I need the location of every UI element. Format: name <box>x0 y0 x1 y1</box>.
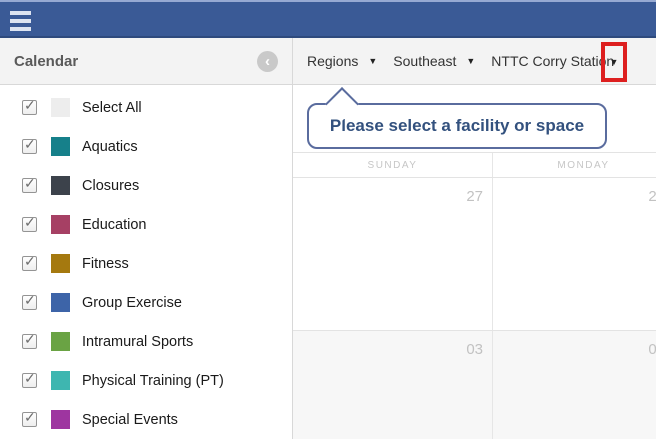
category-color-swatch <box>51 254 70 273</box>
dropdown-label: Southeast <box>393 53 457 69</box>
checkbox[interactable]: ✓ <box>22 409 37 427</box>
category-label: Fitness <box>82 255 129 272</box>
tooltip-text: Please select a facility or space <box>329 116 585 135</box>
hamburger-menu-icon[interactable] <box>10 11 31 31</box>
calendar-day-cell[interactable]: 28 <box>648 188 656 205</box>
category-label: Intramural Sports <box>82 333 194 350</box>
checkbox-checked-icon: ✓ <box>24 331 36 347</box>
checkbox[interactable]: ✓ <box>22 175 37 193</box>
category-item-special-events[interactable]: ✓ Special Events <box>0 400 292 439</box>
caret-down-icon: ▼ <box>368 55 378 66</box>
caret-down-icon[interactable]: ▼ <box>609 56 619 67</box>
header-strip: Calendar ‹ Regions ▼ Southeast ▼ NTTC Co… <box>0 38 656 85</box>
toolbar: Regions ▼ Southeast ▼ NTTC Corry Station <box>292 38 656 84</box>
checkbox[interactable]: ✓ <box>22 136 37 154</box>
regions-dropdown[interactable]: Regions ▼ <box>307 53 377 69</box>
calendar-week-row: 27 28 <box>293 178 656 331</box>
menu-bar <box>10 11 31 15</box>
calendar-day-cell[interactable]: 27 <box>293 178 493 330</box>
category-label: Closures <box>82 177 140 194</box>
category-label: Special Events <box>82 411 178 428</box>
category-label: Physical Training (PT) <box>82 372 224 389</box>
checkbox-checked-icon: ✓ <box>24 214 36 230</box>
checkbox[interactable]: ✓ <box>22 292 37 310</box>
annotation-highlight-box: ▼ <box>601 42 627 82</box>
checkbox[interactable]: ✓ <box>22 331 37 349</box>
checkbox-checked-icon: ✓ <box>24 370 36 386</box>
category-item-closures[interactable]: ✓ Closures <box>0 166 292 205</box>
category-color-swatch <box>51 98 70 117</box>
category-item-fitness[interactable]: ✓ Fitness <box>0 244 292 283</box>
caret-down-icon: ▼ <box>466 55 476 66</box>
category-color-swatch <box>51 215 70 234</box>
category-item-select-all[interactable]: ✓ Select All <box>0 88 292 127</box>
sidebar-collapse-button[interactable]: ‹ <box>257 51 278 72</box>
checkbox-checked-icon: ✓ <box>24 409 36 425</box>
category-color-swatch <box>51 137 70 156</box>
top-navigation-bar <box>0 0 656 38</box>
category-label: Education <box>82 216 147 233</box>
category-item-education[interactable]: ✓ Education <box>0 205 292 244</box>
checkbox[interactable]: ✓ <box>22 214 37 232</box>
category-color-swatch <box>51 293 70 312</box>
menu-bar <box>10 19 31 23</box>
checkbox-checked-icon: ✓ <box>24 136 36 152</box>
category-color-swatch <box>51 371 70 390</box>
category-color-swatch <box>51 332 70 351</box>
sidebar-title: Calendar <box>14 52 79 70</box>
facility-select-tooltip: Please select a facility or space <box>307 87 607 149</box>
checkbox[interactable]: ✓ <box>22 253 37 271</box>
day-header-sunday: SUNDAY <box>293 153 493 177</box>
category-item-aquatics[interactable]: ✓ Aquatics <box>0 127 292 166</box>
calendar-week-row: 03 04 <box>293 331 656 439</box>
sidebar-header: Calendar <box>0 38 292 84</box>
dropdown-label: NTTC Corry Station <box>491 53 615 69</box>
calendar-category-list: ✓ Select All ✓ Aquatics ✓ Closures ✓ Edu… <box>0 85 292 439</box>
category-label: Select All <box>82 99 142 116</box>
checkbox[interactable]: ✓ <box>22 370 37 388</box>
southeast-dropdown[interactable]: Southeast ▼ <box>393 53 475 69</box>
calendar-day-cell[interactable]: 03 <box>293 331 493 439</box>
dropdown-label: Regions <box>307 53 359 69</box>
day-header-monday: MONDAY <box>557 159 610 171</box>
calendar-day-header-row: SUNDAY MONDAY <box>293 152 656 178</box>
facility-dropdown[interactable]: NTTC Corry Station <box>491 53 614 69</box>
chevron-left-icon: ‹ <box>265 53 270 70</box>
checkbox-checked-icon: ✓ <box>24 97 36 113</box>
category-label: Group Exercise <box>82 294 182 311</box>
category-item-group-exercise[interactable]: ✓ Group Exercise <box>0 283 292 322</box>
category-color-swatch <box>51 410 70 429</box>
calendar-day-cell[interactable]: 04 <box>648 341 656 358</box>
category-color-swatch <box>51 176 70 195</box>
checkbox-checked-icon: ✓ <box>24 292 36 308</box>
category-item-intramural-sports[interactable]: ✓ Intramural Sports <box>0 322 292 361</box>
checkbox-checked-icon: ✓ <box>24 175 36 191</box>
menu-bar <box>10 27 31 31</box>
category-label: Aquatics <box>82 138 138 155</box>
category-item-physical-training[interactable]: ✓ Physical Training (PT) <box>0 361 292 400</box>
checkbox[interactable]: ✓ <box>22 97 37 115</box>
calendar-grid: SUNDAY MONDAY 27 28 03 04 <box>293 152 656 439</box>
checkbox-checked-icon: ✓ <box>24 253 36 269</box>
